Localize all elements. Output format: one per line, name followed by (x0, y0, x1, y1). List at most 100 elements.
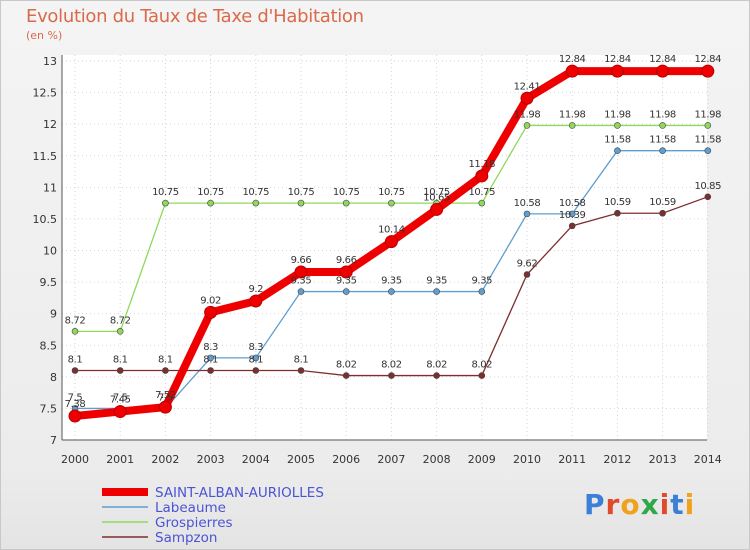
data-label-saint-alban-auriolles: 9.66 (291, 255, 312, 266)
data-label-labeaume: 9.35 (381, 276, 402, 287)
x-tick-label: 2005 (287, 453, 315, 466)
x-tick-label: 2004 (242, 453, 270, 466)
data-point-labeaume (252, 354, 260, 362)
data-label-sampzon: 8.1 (203, 355, 218, 366)
x-tick-label: 2010 (513, 453, 541, 466)
data-point-grospierres (659, 122, 666, 129)
x-tick-label: 2014 (694, 453, 722, 466)
data-label-sampzon: 9.62 (517, 259, 538, 270)
legend-label-grospierres: Grospierres (155, 515, 233, 531)
data-label-saint-alban-auriolles: 9.02 (200, 295, 221, 306)
data-point-saint-alban-auriolles (430, 202, 444, 216)
data-label-labeaume: 9.35 (426, 276, 447, 287)
data-label-sampzon: 8.1 (68, 355, 83, 366)
data-point-saint-alban-auriolles (339, 265, 353, 279)
data-label-grospierres: 11.98 (604, 109, 631, 120)
data-point-labeaume (207, 354, 214, 362)
y-tick-label: 9.5 (40, 276, 58, 289)
data-label-sampzon: 8.1 (294, 355, 309, 366)
data-point-sampzon (162, 367, 169, 374)
data-label-grospierres: 10.75 (423, 187, 450, 198)
data-point-saint-alban-auriolles (610, 64, 624, 78)
data-point-saint-alban-auriolles (520, 91, 534, 105)
data-label-grospierres: 11.98 (514, 109, 541, 120)
data-label-labeaume: 11.58 (604, 135, 631, 146)
data-label-sampzon: 10.59 (649, 197, 676, 208)
data-label-saint-alban-auriolles: 12.84 (604, 54, 631, 65)
data-label-labeaume: 8.3 (203, 342, 218, 353)
data-point-grospierres (71, 328, 79, 335)
data-point-sampzon (568, 222, 576, 230)
data-label-saint-alban-auriolles: 10.65 (423, 192, 450, 203)
logo-letter: i (684, 488, 696, 521)
data-label-labeaume: 9.35 (291, 276, 312, 287)
data-label-sampzon: 8.1 (113, 355, 128, 366)
data-point-grospierres (252, 199, 260, 207)
y-tick-label: 7 (50, 434, 57, 447)
logo-letter: t (670, 488, 685, 521)
data-point-grospierres (116, 328, 124, 335)
data-point-grospierres (568, 122, 576, 129)
data-label-saint-alban-auriolles: 9.2 (248, 284, 263, 295)
x-tick-label: 2012 (603, 453, 631, 466)
y-tick-label: 8 (50, 371, 57, 384)
data-point-sampzon (704, 193, 712, 201)
data-point-grospierres (614, 122, 621, 129)
data-label-sampzon: 8.02 (381, 360, 402, 371)
y-tick-label: 10.5 (33, 213, 58, 226)
data-point-sampzon (116, 367, 124, 374)
data-point-grospierres (388, 199, 395, 207)
data-point-saint-alban-auriolles (384, 235, 398, 249)
y-tick-label: 13 (43, 55, 57, 68)
data-label-saint-alban-auriolles: 9.66 (336, 255, 357, 266)
data-point-saint-alban-auriolles (294, 265, 308, 279)
logo-letter: x (640, 488, 660, 521)
x-tick-label: 2000 (61, 453, 89, 466)
data-point-saint-alban-auriolles (113, 405, 127, 419)
data-point-labeaume (523, 210, 531, 218)
data-point-sampzon (297, 367, 305, 374)
data-label-grospierres: 10.75 (197, 187, 224, 198)
data-point-sampzon (523, 271, 531, 278)
data-point-sampzon (659, 209, 666, 217)
data-point-saint-alban-auriolles (475, 169, 489, 183)
data-label-sampzon: 8.1 (248, 355, 263, 366)
y-tick-label: 8.5 (40, 339, 58, 352)
data-label-grospierres: 10.75 (152, 187, 179, 198)
data-label-labeaume: 11.58 (694, 135, 721, 146)
x-tick-label: 2011 (558, 453, 586, 466)
data-label-grospierres: 8.72 (110, 315, 131, 326)
data-label-labeaume: 11.58 (649, 135, 676, 146)
data-label-saint-alban-auriolles: 10.14 (378, 225, 405, 236)
data-point-sampzon (614, 209, 621, 217)
x-tick-label: 2003 (197, 453, 225, 466)
x-tick-label: 2006 (332, 453, 360, 466)
legend-label-saint-alban-auriolles: SAINT-ALBAN-AURIOLLES (155, 485, 324, 501)
data-point-saint-alban-auriolles (249, 294, 263, 308)
data-label-saint-alban-auriolles: 12.41 (514, 81, 541, 92)
data-point-grospierres (207, 199, 214, 207)
data-label-sampzon: 8.02 (426, 360, 447, 371)
data-point-saint-alban-auriolles (204, 305, 218, 319)
y-tick-label: 11.5 (33, 150, 58, 163)
data-point-grospierres (162, 199, 169, 207)
data-point-labeaume (704, 147, 712, 154)
data-point-saint-alban-auriolles (158, 400, 172, 414)
data-label-grospierres: 11.98 (559, 109, 586, 120)
data-label-grospierres: 10.75 (288, 187, 315, 198)
x-tick-label: 2001 (106, 453, 134, 466)
data-label-saint-alban-auriolles: 12.84 (559, 54, 586, 65)
y-tick-label: 11 (43, 181, 57, 194)
data-label-labeaume: 8.3 (248, 342, 263, 353)
data-point-sampzon (71, 367, 79, 374)
legend-label-sampzon: Sampzon (155, 530, 217, 546)
logo-letter: o (620, 488, 641, 521)
data-point-grospierres (342, 199, 350, 207)
data-point-grospierres (478, 199, 486, 207)
data-label-grospierres: 8.72 (65, 315, 86, 326)
data-point-sampzon (388, 372, 395, 379)
y-tick-label: 12 (43, 118, 57, 131)
data-label-grospierres: 10.75 (378, 187, 405, 198)
data-point-saint-alban-auriolles (656, 64, 670, 78)
data-point-saint-alban-auriolles (701, 64, 715, 78)
